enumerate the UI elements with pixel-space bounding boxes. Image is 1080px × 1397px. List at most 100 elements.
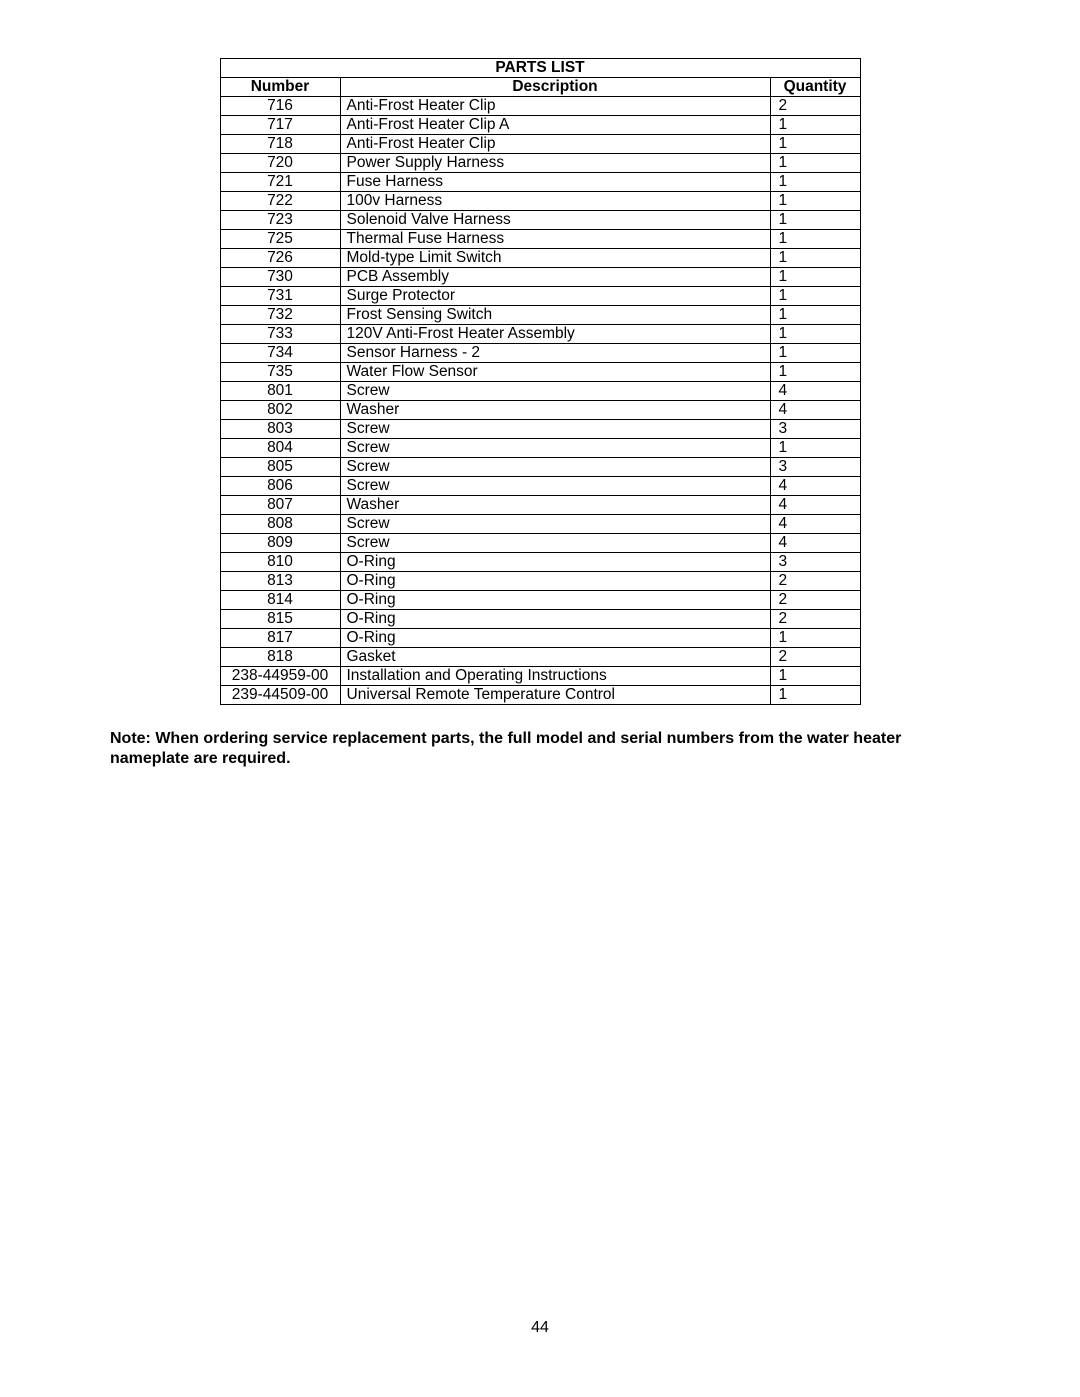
table-row: 730PCB Assembly1 bbox=[220, 268, 860, 287]
table-row: 735Water Flow Sensor1 bbox=[220, 363, 860, 382]
part-number-cell: 723 bbox=[220, 211, 340, 230]
part-number-cell: 726 bbox=[220, 249, 340, 268]
part-number-cell: 730 bbox=[220, 268, 340, 287]
table-row: 723Solenoid Valve Harness1 bbox=[220, 211, 860, 230]
part-description-cell: O-Ring bbox=[340, 629, 770, 648]
part-description-cell: Thermal Fuse Harness bbox=[340, 230, 770, 249]
part-quantity-cell: 3 bbox=[770, 553, 860, 572]
part-description-cell: O-Ring bbox=[340, 572, 770, 591]
part-quantity-cell: 4 bbox=[770, 382, 860, 401]
part-quantity-cell: 2 bbox=[770, 97, 860, 116]
part-number-cell: 809 bbox=[220, 534, 340, 553]
part-number-cell: 716 bbox=[220, 97, 340, 116]
part-number-cell: 815 bbox=[220, 610, 340, 629]
part-number-cell: 805 bbox=[220, 458, 340, 477]
part-description-cell: Fuse Harness bbox=[340, 173, 770, 192]
table-row: 722100v Harness1 bbox=[220, 192, 860, 211]
table-row: 716Anti-Frost Heater Clip2 bbox=[220, 97, 860, 116]
table-row: 238-44959-00Installation and Operating I… bbox=[220, 667, 860, 686]
table-row: 804Screw1 bbox=[220, 439, 860, 458]
part-description-cell: Universal Remote Temperature Control bbox=[340, 686, 770, 705]
part-quantity-cell: 1 bbox=[770, 173, 860, 192]
part-description-cell: Anti-Frost Heater Clip bbox=[340, 135, 770, 154]
table-row: 731Surge Protector1 bbox=[220, 287, 860, 306]
part-number-cell: 804 bbox=[220, 439, 340, 458]
ordering-note: Note: When ordering service replacement … bbox=[110, 729, 970, 769]
part-number-cell: 732 bbox=[220, 306, 340, 325]
part-number-cell: 718 bbox=[220, 135, 340, 154]
table-row: 803Screw3 bbox=[220, 420, 860, 439]
table-row: 801Screw4 bbox=[220, 382, 860, 401]
table-row: 734Sensor Harness - 21 bbox=[220, 344, 860, 363]
part-quantity-cell: 1 bbox=[770, 192, 860, 211]
part-quantity-cell: 1 bbox=[770, 439, 860, 458]
part-quantity-cell: 1 bbox=[770, 116, 860, 135]
part-description-cell: Frost Sensing Switch bbox=[340, 306, 770, 325]
part-description-cell: Anti-Frost Heater Clip bbox=[340, 97, 770, 116]
table-row: 814O-Ring2 bbox=[220, 591, 860, 610]
part-number-cell: 810 bbox=[220, 553, 340, 572]
part-number-cell: 814 bbox=[220, 591, 340, 610]
part-number-cell: 239-44509-00 bbox=[220, 686, 340, 705]
part-description-cell: Screw bbox=[340, 458, 770, 477]
table-header-row: Number Description Quantity bbox=[220, 78, 860, 97]
part-quantity-cell: 3 bbox=[770, 420, 860, 439]
part-description-cell: Anti-Frost Heater Clip A bbox=[340, 116, 770, 135]
part-number-cell: 801 bbox=[220, 382, 340, 401]
parts-table-body: PARTS LIST Number Description Quantity 7… bbox=[220, 59, 860, 705]
part-quantity-cell: 1 bbox=[770, 249, 860, 268]
part-quantity-cell: 2 bbox=[770, 648, 860, 667]
part-quantity-cell: 1 bbox=[770, 230, 860, 249]
part-description-cell: O-Ring bbox=[340, 610, 770, 629]
table-title: PARTS LIST bbox=[220, 59, 860, 78]
table-row: 805Screw3 bbox=[220, 458, 860, 477]
part-description-cell: Screw bbox=[340, 382, 770, 401]
part-quantity-cell: 1 bbox=[770, 629, 860, 648]
part-quantity-cell: 2 bbox=[770, 591, 860, 610]
part-number-cell: 731 bbox=[220, 287, 340, 306]
part-number-cell: 807 bbox=[220, 496, 340, 515]
part-number-cell: 725 bbox=[220, 230, 340, 249]
part-quantity-cell: 1 bbox=[770, 686, 860, 705]
table-row: 732Frost Sensing Switch1 bbox=[220, 306, 860, 325]
column-header-quantity: Quantity bbox=[770, 78, 860, 97]
part-quantity-cell: 1 bbox=[770, 363, 860, 382]
part-description-cell: Gasket bbox=[340, 648, 770, 667]
part-quantity-cell: 2 bbox=[770, 572, 860, 591]
page-number: 44 bbox=[0, 1319, 1080, 1337]
part-quantity-cell: 1 bbox=[770, 667, 860, 686]
part-number-cell: 720 bbox=[220, 154, 340, 173]
part-quantity-cell: 4 bbox=[770, 401, 860, 420]
part-quantity-cell: 4 bbox=[770, 496, 860, 515]
table-row: 806Screw4 bbox=[220, 477, 860, 496]
part-quantity-cell: 1 bbox=[770, 211, 860, 230]
table-row: 808Screw4 bbox=[220, 515, 860, 534]
column-header-description: Description bbox=[340, 78, 770, 97]
part-quantity-cell: 1 bbox=[770, 306, 860, 325]
part-quantity-cell: 2 bbox=[770, 610, 860, 629]
part-quantity-cell: 4 bbox=[770, 515, 860, 534]
part-description-cell: Power Supply Harness bbox=[340, 154, 770, 173]
table-row: 810O-Ring3 bbox=[220, 553, 860, 572]
part-number-cell: 238-44959-00 bbox=[220, 667, 340, 686]
table-row: 720Power Supply Harness1 bbox=[220, 154, 860, 173]
part-description-cell: Solenoid Valve Harness bbox=[340, 211, 770, 230]
part-description-cell: Screw bbox=[340, 477, 770, 496]
part-quantity-cell: 1 bbox=[770, 154, 860, 173]
table-row: 813O-Ring2 bbox=[220, 572, 860, 591]
part-description-cell: Sensor Harness - 2 bbox=[340, 344, 770, 363]
part-number-cell: 735 bbox=[220, 363, 340, 382]
table-row: 809Screw4 bbox=[220, 534, 860, 553]
part-number-cell: 803 bbox=[220, 420, 340, 439]
part-description-cell: Screw bbox=[340, 534, 770, 553]
parts-list-table: PARTS LIST Number Description Quantity 7… bbox=[220, 58, 861, 705]
table-row: 733120V Anti-Frost Heater Assembly1 bbox=[220, 325, 860, 344]
part-description-cell: PCB Assembly bbox=[340, 268, 770, 287]
part-number-cell: 717 bbox=[220, 116, 340, 135]
part-quantity-cell: 3 bbox=[770, 458, 860, 477]
part-description-cell: Water Flow Sensor bbox=[340, 363, 770, 382]
part-number-cell: 808 bbox=[220, 515, 340, 534]
part-description-cell: 100v Harness bbox=[340, 192, 770, 211]
part-description-cell: O-Ring bbox=[340, 591, 770, 610]
part-description-cell: Screw bbox=[340, 439, 770, 458]
